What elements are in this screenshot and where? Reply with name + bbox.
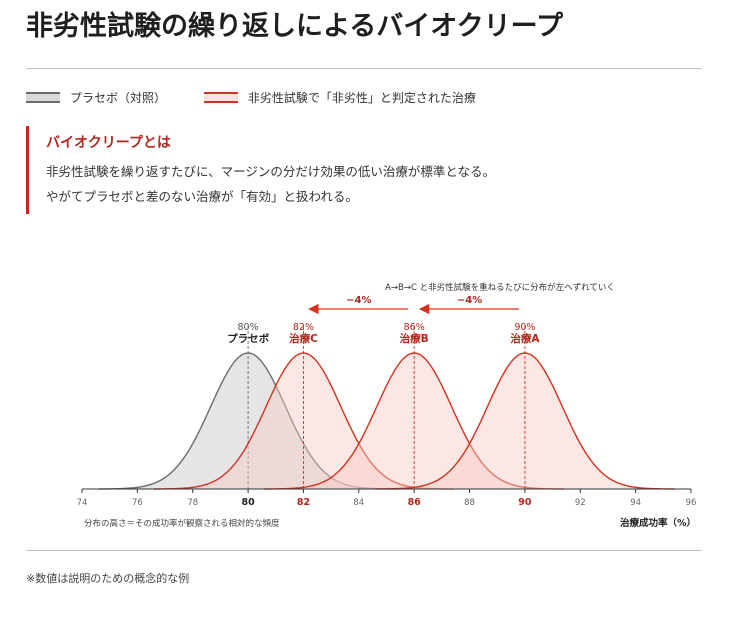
treatment-swatch (203, 92, 238, 103)
x-tick-label-82: 82 (297, 497, 310, 508)
x-tick-label-92: 92 (575, 498, 586, 508)
peak-percent-1: 82% (293, 322, 314, 333)
x-tick-label-80: 80 (241, 497, 255, 508)
shift-label-1: −4% (346, 295, 371, 306)
footnote: ※数値は説明のための概念的な例 (26, 572, 190, 585)
shift-label-0: −4% (457, 295, 482, 306)
x-tick-label-74: 74 (77, 498, 88, 508)
chart-divider (26, 550, 702, 551)
title-divider (26, 68, 702, 69)
callout-heading: バイオクリープとは (46, 135, 171, 151)
x-tick-label-78: 78 (187, 498, 198, 508)
x-tick-label-94: 94 (630, 498, 641, 508)
legend: プラセボ（対照） 非劣性試験で「非劣性」と判定された治療 (26, 89, 510, 106)
peak-percent-3: 90% (514, 322, 535, 333)
peak-percent-0: 80% (238, 322, 259, 333)
x-tick-label-84: 84 (353, 498, 364, 508)
shift-caption: A→B→C と非劣性試験を重ねるたびに分布が左へずれていく (385, 282, 615, 293)
x-tick-label-76: 76 (132, 498, 143, 508)
shift-annotations: −4% −4% (308, 295, 519, 315)
callout-line-2: やがてプラセボと差のない治療が「有効」と扱われる。 (46, 189, 358, 204)
x-tick-label-86: 86 (408, 497, 422, 508)
peak-name-1: 治療C (289, 332, 318, 345)
peak-name-0: プラセボ (227, 332, 269, 345)
y-axis-note: 分布の高さ＝その成功率が観察される相対的な頻度 (84, 518, 280, 529)
x-axis: 74 76 78 80 82 84 86 88 90 92 94 96 (77, 488, 697, 508)
peak-labels: 80%プラセボ 82%治療C 86%治療B 90%治療A (227, 322, 540, 345)
peak-name-2: 治療B (400, 332, 429, 345)
page-title: 非劣性試験の繰り返しによるバイオクリープ (26, 11, 564, 42)
legend-item-treatment: 非劣性試験で「非劣性」と判定された治療 (203, 89, 476, 106)
placebo-swatch (26, 92, 60, 103)
x-axis-label: 治療成功率（%） (620, 517, 696, 529)
x-tick-label-90: 90 (518, 497, 532, 508)
x-tick-label-88: 88 (464, 498, 475, 508)
x-tick-label-96: 96 (686, 498, 697, 508)
curves-layer (98, 325, 675, 490)
biocreep-callout: バイオクリープとは 非劣性試験を繰り返すたびに、マージンの分だけ効果の低い治療が… (26, 126, 666, 214)
legend-label-treatment: 非劣性試験で「非劣性」と判定された治療 (247, 91, 476, 105)
callout-line-1: 非劣性試験を繰り返すたびに、マージンの分だけ効果の低い治療が標準となる。 (46, 164, 496, 179)
distribution-chart: 74 76 78 80 82 84 86 88 90 92 94 96 80%プラセボ 82%治療C 86… (77, 282, 697, 529)
legend-item-placebo: プラセボ（対照） (26, 89, 166, 106)
peak-name-3: 治療A (510, 332, 540, 345)
peak-percent-2: 86% (404, 322, 425, 333)
legend-label-placebo: プラセボ（対照） (70, 91, 167, 105)
